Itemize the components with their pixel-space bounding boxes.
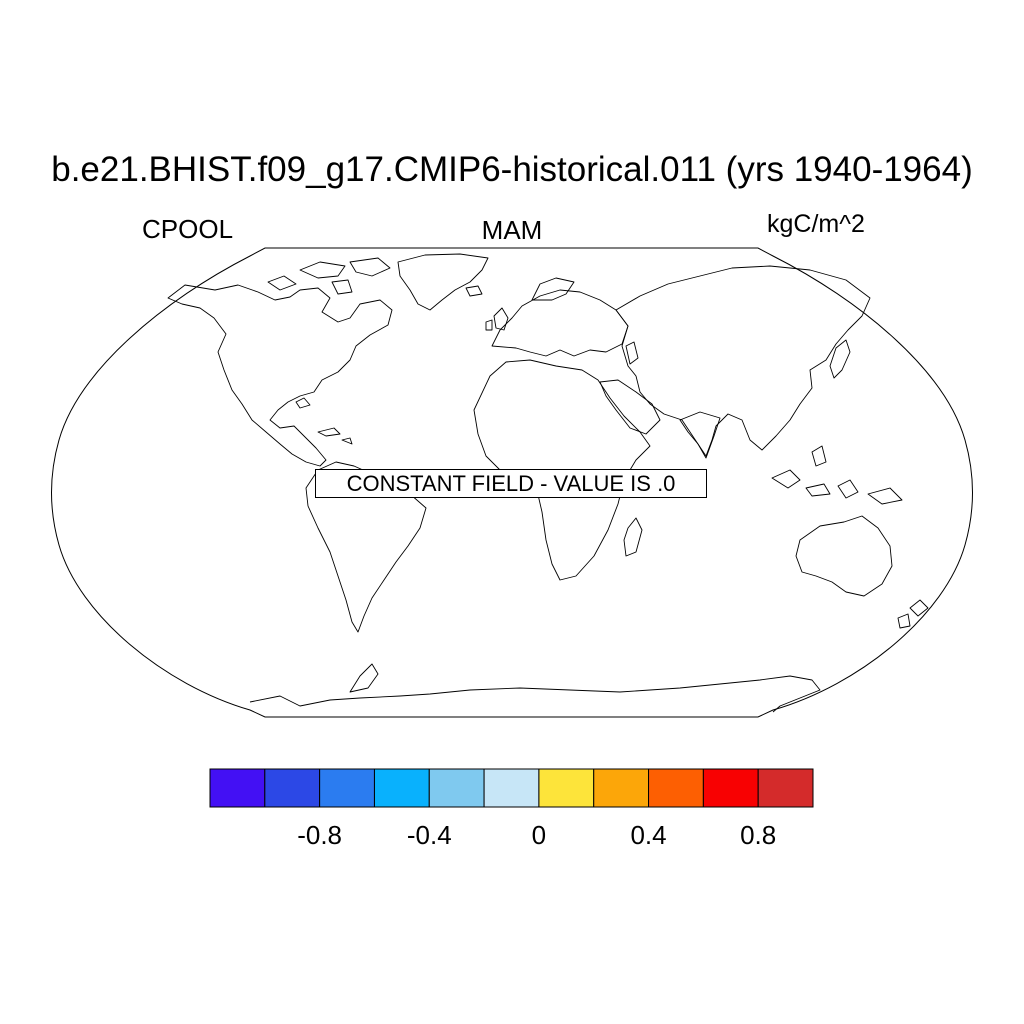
colorbar-swatch xyxy=(428,768,485,808)
colorbar-tick-label: 0.4 xyxy=(630,820,667,850)
coastline-north-america xyxy=(167,284,393,467)
colorbar-swatch xyxy=(319,768,375,808)
colorbar-tick-label: -0.8 xyxy=(297,820,343,850)
coastline-scandinavia xyxy=(531,277,575,301)
colorbar-swatch xyxy=(373,768,430,808)
coastline-antarctica xyxy=(249,675,821,713)
coastline-japan xyxy=(829,339,851,379)
colorbar-tick-label: 0.8 xyxy=(740,820,777,850)
coastline-india xyxy=(679,411,721,459)
coastline-new-zealand xyxy=(897,599,929,629)
colorbar-swatch xyxy=(702,768,759,808)
coastline-madagascar xyxy=(623,517,643,557)
colorbar-tick-label: 0 xyxy=(531,820,547,850)
coastline-australia xyxy=(795,515,893,597)
colorbar-swatch xyxy=(593,768,650,808)
season-label: MAM xyxy=(481,215,543,245)
coastline-arctic-islands xyxy=(267,257,391,295)
coastline-gulf-mexico xyxy=(295,397,311,409)
units-label: kgC/m^2 xyxy=(767,210,865,238)
colorbar-swatch xyxy=(648,768,704,808)
colorbar-swatch xyxy=(483,768,540,808)
coastline-iceland xyxy=(465,285,483,297)
coastline-antarctic-peninsula xyxy=(349,663,379,693)
colorbar-swatch xyxy=(209,768,266,808)
coastline-southeast-asia-islands xyxy=(771,445,903,505)
colorbar-swatch xyxy=(538,768,595,808)
coastline-british-isles xyxy=(485,307,509,331)
plot-title: b.e21.BHIST.f09_g17.CMIP6-historical.011… xyxy=(51,150,973,189)
variable-label: CPOOL xyxy=(142,214,234,244)
coastline-greenland xyxy=(397,253,489,311)
coastline-arabia xyxy=(599,379,661,435)
colorbar-tick-label: -0.4 xyxy=(406,820,452,850)
constant-field-message: CONSTANT FIELD - VALUE IS .0 xyxy=(315,469,707,498)
coastline-caspian xyxy=(625,341,639,365)
colorbar-swatch xyxy=(264,768,321,808)
coastline-caribbean xyxy=(317,427,353,445)
colorbar-swatch xyxy=(757,768,814,808)
